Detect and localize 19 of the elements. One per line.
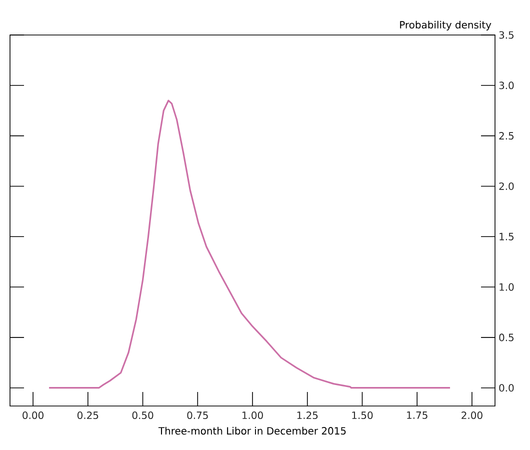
y-tick-label: 0.0: [499, 384, 514, 392]
x-tick-label: 1.00: [242, 412, 263, 420]
y-axis-title: Probability density: [400, 20, 492, 30]
x-tick-label: 1.50: [352, 412, 373, 420]
y-tick-label: 3.0: [499, 82, 514, 90]
y-tick-label: 0.5: [499, 334, 514, 342]
x-tick-label: 2.00: [462, 412, 482, 420]
y-tick-label: 3.5: [499, 31, 514, 39]
x-tick-label: 0.50: [132, 412, 154, 420]
x-tick-label: 1.25: [297, 412, 318, 420]
x-tick-label: 0.00: [22, 412, 44, 420]
y-tick-label: 2.5: [499, 132, 514, 140]
x-axis-title: Three-month Libor in December 2015: [158, 426, 346, 435]
x-tick-label: 0.75: [187, 412, 208, 420]
y-tick-label: 1.5: [500, 232, 514, 240]
y-tick-label: 2.0: [499, 182, 514, 190]
y-tick-label: 1.0: [500, 283, 514, 291]
x-tick-label: 1.75: [407, 412, 428, 419]
x-tick-label: 0.25: [77, 412, 98, 420]
